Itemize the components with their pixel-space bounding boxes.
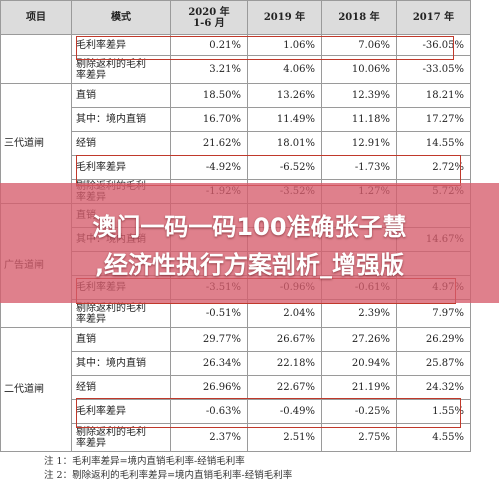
value-cell: 24.32% [396,375,471,400]
value-cell: 2.51% [247,423,322,452]
table-row: 经销 21.62% 18.01% 12.91% 14.55% [1,131,471,156]
row-label: 直销 [71,327,171,352]
header-cell: 2020 年 1-6 月 [170,0,248,35]
value-cell: 22.18% [247,351,322,376]
row-label: 直销 [71,83,171,108]
row-label: 毛利率差异 [71,399,171,424]
value-cell: -4.92% [170,155,248,180]
value-cell: 1.55% [396,399,471,424]
value-cell: 16.70% [170,107,248,132]
value-cell: 18.01% [247,131,322,156]
header-cell: 2019 年 [247,0,322,35]
value-cell: 26.29% [396,327,471,352]
value-cell: 20.94% [321,351,397,376]
row-label: 毛利率差异 [71,34,171,56]
table-row: 其中：境内直销 16.70% 11.49% 11.18% 17.27% [1,107,471,132]
value-cell: 11.49% [247,107,322,132]
value-cell: 13.26% [247,83,322,108]
value-cell: 2.37% [170,423,248,452]
value-cell: 7.97% [396,299,471,328]
value-cell: -0.51% [170,299,248,328]
value-cell: 11.18% [321,107,397,132]
value-cell: 25.87% [396,351,471,376]
value-cell: -0.49% [247,399,322,424]
banner-headline-1: 澳门一码一码100准确张子慧 [92,213,407,241]
value-cell: 18.21% [396,83,471,108]
value-cell: 1.06% [247,34,322,56]
row-label: 其中：境内直销 [71,351,171,376]
table-row: 剔除返利的毛利 率差异 3.21% 4.06% 10.06% -33.05% [1,55,471,84]
note-1: 注 1：毛利率差异=境内直销毛利率-经销毛利率 [44,456,245,467]
segment-label: 二代道闸 [0,327,72,452]
banner-headline-2: ,经济性执行方案剖析_增强版 [94,251,405,279]
note-2: 注 2：剔除返利的毛利率差异=境内直销毛利率-经销毛利率 [44,470,293,481]
table-row: 毛利率差异 -4.92% -6.52% -1.73% 2.72% [1,155,471,180]
table-row: 剔除返利的毛利 率差异 -0.51% 2.04% 2.39% 7.97% [1,299,471,328]
value-cell: -33.05% [396,55,471,84]
table-row: 二代道闸 直销 29.77% 26.67% 27.26% 26.29% [0,327,471,452]
value-cell: 26.96% [170,375,248,400]
row-label: 经销 [71,131,171,156]
table-row: 经销 26.96% 22.67% 21.19% 24.32% [1,375,471,400]
value-cell: 21.62% [170,131,248,156]
value-cell: 17.27% [396,107,471,132]
row-label: 剔除返利的毛利 率差异 [71,299,171,328]
value-cell: 4.55% [396,423,471,452]
value-cell: 2.72% [396,155,471,180]
value-cell: -0.25% [321,399,397,424]
header-cell: 项目 [0,0,72,35]
value-cell: 29.77% [170,327,248,352]
value-cell: 18.50% [170,83,248,108]
value-cell: 7.06% [321,34,397,56]
value-cell: -1.73% [321,155,397,180]
value-cell: 26.34% [170,351,248,376]
value-cell: 4.06% [247,55,322,84]
value-cell: 12.91% [321,131,397,156]
value-cell: 12.39% [321,83,397,108]
overlay-banner: 澳门一码一码100准确张子慧 ,经济性执行方案剖析_增强版 [0,183,499,303]
row-label: 其中：境内直销 [71,107,171,132]
table-header-row: 项目 模式 2020 年 1-6 月 2019 年 2018 年 2017 年 [0,0,471,35]
row-label: 经销 [71,375,171,400]
table-row: 其中：境内直销 26.34% 22.18% 20.94% 25.87% [1,351,471,376]
table-notes: 注 1：毛利率差异=境内直销毛利率-经销毛利率 注 2：剔除返利的毛利率差异=境… [44,455,292,483]
table-row: 剔除返利的毛利 率差异 2.37% 2.51% 2.75% 4.55% [1,423,471,452]
value-cell: -36.05% [396,34,471,56]
row-label: 毛利率差异 [71,155,171,180]
header-cell: 2018 年 [321,0,397,35]
value-cell: 26.67% [247,327,322,352]
value-cell: 21.19% [321,375,397,400]
value-cell: 0.21% [170,34,248,56]
value-cell: 3.21% [170,55,248,84]
table-row: 毛利率差异 0.21% 1.06% 7.06% -36.05% [0,34,471,84]
value-cell: 2.75% [321,423,397,452]
header-cell: 2017 年 [396,0,471,35]
value-cell: -6.52% [247,155,322,180]
row-label: 剔除返利的毛利 率差异 [71,55,171,84]
value-cell: 2.04% [247,299,322,328]
value-cell: 14.55% [396,131,471,156]
row-label: 剔除返利的毛利 率差异 [71,423,171,452]
value-cell: -0.63% [170,399,248,424]
table-row: 三代道闸 直销 18.50% 13.26% 12.39% 18.21% [0,83,471,204]
segment-label [0,34,72,84]
value-cell: 27.26% [321,327,397,352]
value-cell: 22.67% [247,375,322,400]
header-cell: 模式 [71,0,171,35]
table-row: 毛利率差异 -0.63% -0.49% -0.25% 1.55% [1,399,471,424]
value-cell: 2.39% [321,299,397,328]
value-cell: 10.06% [321,55,397,84]
